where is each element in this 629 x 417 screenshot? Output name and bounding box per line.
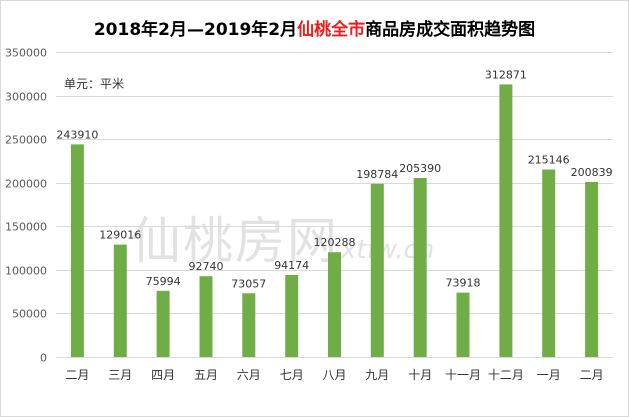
x-category-label: 三月 <box>108 368 132 382</box>
x-category-label: 五月 <box>194 368 218 382</box>
x-category-label: 十二月 <box>488 368 524 382</box>
data-label: 75994 <box>146 275 181 288</box>
x-category-label: 七月 <box>280 368 304 382</box>
bar <box>199 276 213 357</box>
data-label: 205390 <box>399 162 441 175</box>
y-tick-label: 250000 <box>5 134 47 147</box>
data-label: 73057 <box>231 277 266 290</box>
chart-title-date-range: 2018年2月—2019年2月 <box>93 20 298 40</box>
watermark-text-cn: 仙桃房网 <box>131 212 339 270</box>
x-category-label: 十月 <box>408 368 432 382</box>
bar <box>328 252 341 357</box>
y-tick-label: 50000 <box>12 308 47 321</box>
y-tick-label: 300000 <box>5 91 47 104</box>
x-category-label: 一月 <box>537 368 561 382</box>
chart-title-highlight: 仙桃全市 <box>297 20 366 40</box>
data-label: 120288 <box>314 236 356 249</box>
data-label: 94174 <box>274 259 309 272</box>
data-label: 312871 <box>485 68 527 81</box>
x-category-label: 四月 <box>151 368 175 382</box>
x-category-label: 十一月 <box>445 368 481 382</box>
y-tick-label: 150000 <box>5 221 47 234</box>
bar <box>370 183 384 357</box>
data-label: 198784 <box>356 168 398 181</box>
bar <box>242 293 256 357</box>
y-tick-label: 0 <box>40 352 47 365</box>
chart-title-subject: 商品房成交面积趋势图 <box>365 20 536 40</box>
x-category-label: 二月 <box>65 368 89 382</box>
x-category-label: 八月 <box>322 368 346 382</box>
bar <box>413 178 427 357</box>
x-category-label: 六月 <box>237 368 261 382</box>
bar <box>70 144 84 357</box>
data-label: 92740 <box>189 260 224 273</box>
y-tick-label: 200000 <box>5 178 47 191</box>
y-tick-label: 350000 <box>5 47 47 60</box>
unit-label: 单元：平米 <box>64 77 125 91</box>
data-label: 243910 <box>56 128 98 141</box>
y-tick-label: 100000 <box>5 265 47 278</box>
x-category-label: 二月 <box>580 368 604 382</box>
bar <box>156 290 170 357</box>
data-label: 73918 <box>446 277 481 290</box>
bar <box>285 274 299 357</box>
bar <box>499 84 513 358</box>
data-label: 200839 <box>571 166 613 179</box>
bar <box>456 292 470 357</box>
data-label: 129016 <box>99 229 141 242</box>
bar <box>585 182 599 357</box>
chart-title: 2018年2月—2019年2月仙桃全市商品房成交面积趋势图 <box>1 15 628 40</box>
data-label: 215146 <box>528 154 570 167</box>
x-category-label: 九月 <box>365 368 389 382</box>
bar <box>113 244 127 357</box>
bar <box>542 169 556 357</box>
